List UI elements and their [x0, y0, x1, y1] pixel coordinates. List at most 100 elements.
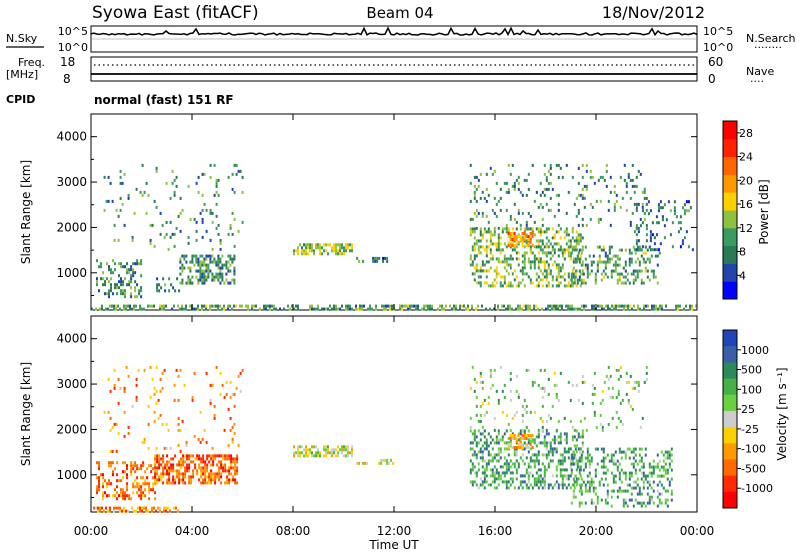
velocity-cell — [637, 389, 640, 393]
velocity-cell — [471, 480, 474, 484]
power-cell — [347, 246, 349, 250]
velocity-cell — [135, 383, 138, 387]
power-cell — [679, 221, 682, 225]
power-cell — [586, 272, 589, 276]
velocity-cell — [590, 498, 593, 502]
power-cell — [519, 190, 522, 194]
power-cell — [327, 243, 329, 247]
velocity-cell — [557, 486, 560, 490]
velocity-cell — [575, 480, 578, 484]
power-colorbar-segment — [723, 263, 737, 282]
power-cell — [171, 169, 174, 173]
power-cell — [509, 172, 512, 176]
velocity-cell — [561, 483, 564, 487]
velocity-cell — [553, 441, 556, 445]
power-cell — [319, 249, 321, 253]
power-cell — [359, 304, 361, 308]
velocity-cell — [645, 377, 648, 381]
velocity-cell — [580, 501, 583, 505]
velocity-cell — [505, 471, 508, 475]
velocity-cell — [612, 474, 615, 478]
power-cell — [181, 278, 184, 282]
power-cell — [269, 304, 271, 308]
power-cell — [108, 292, 110, 296]
power-cell — [473, 211, 476, 215]
velocity-cell — [177, 398, 180, 402]
power-cell — [612, 254, 615, 258]
velocity-cell — [666, 504, 669, 508]
power-cell — [635, 175, 638, 179]
velocity-cell — [636, 501, 639, 505]
power-cell — [620, 281, 623, 285]
velocity-cell — [569, 398, 572, 402]
power-cell — [401, 307, 403, 311]
power-cell — [321, 307, 323, 311]
power-cell — [227, 175, 230, 179]
power-cell — [561, 263, 564, 267]
power-cell — [321, 252, 323, 256]
velocity-cell — [539, 468, 542, 472]
velocity-cell — [509, 389, 512, 393]
power-cell — [537, 307, 539, 311]
power-cell — [517, 211, 520, 215]
velocity-cell — [218, 469, 221, 473]
velocity-cell — [162, 466, 165, 470]
velocity-cell — [511, 446, 514, 449]
power-cell — [561, 266, 564, 270]
power-cell — [527, 307, 529, 311]
power-cell — [610, 245, 613, 249]
power-cell — [217, 223, 220, 227]
velocity-cell — [347, 445, 349, 449]
power-cell — [533, 245, 536, 249]
velocity-cell — [586, 474, 589, 478]
power-cell — [221, 275, 224, 279]
velocity-cell — [499, 438, 502, 442]
power-cell — [205, 254, 208, 258]
power-cell — [574, 257, 577, 261]
power-cell — [513, 278, 516, 282]
velocity-cell — [98, 464, 100, 468]
velocity-cell — [517, 392, 520, 396]
velocity-cell — [122, 461, 124, 465]
power-cell — [185, 304, 187, 308]
power-cell — [237, 169, 240, 173]
cpid-value: normal (fast) 151 RF — [94, 93, 234, 107]
velocity-cell — [668, 483, 671, 487]
power-cell — [453, 304, 455, 308]
velocity-cell — [594, 468, 597, 472]
velocity-cell — [525, 434, 528, 437]
velocity-cell — [191, 395, 194, 399]
velocity-cell — [178, 460, 181, 464]
velocity-cell — [645, 365, 648, 369]
velocity-cell — [646, 486, 649, 490]
velocity-cell — [611, 416, 614, 420]
power-cell — [567, 254, 570, 258]
power-cell — [141, 193, 144, 197]
velocity-cell — [531, 434, 534, 437]
velocity-cell — [159, 377, 162, 381]
power-cell — [601, 304, 603, 308]
velocity-cell — [507, 437, 510, 440]
velocity-cell — [586, 453, 589, 457]
velocity-cell — [188, 469, 191, 473]
power-cell — [641, 205, 644, 209]
power-cell — [517, 281, 520, 285]
power-cell — [597, 178, 600, 182]
power-cell — [391, 304, 393, 308]
power-cell — [614, 260, 617, 264]
velocity-cell — [319, 454, 321, 458]
power-cell — [557, 175, 560, 179]
power-cell — [636, 275, 639, 279]
power-cell — [521, 241, 524, 244]
power-cell — [594, 272, 597, 276]
power-cell — [644, 245, 647, 249]
velocity-cell — [509, 459, 512, 463]
power-cell — [525, 233, 528, 237]
velocity-cell — [479, 447, 482, 451]
velocity-cell — [184, 475, 187, 479]
velocity-cell — [630, 462, 633, 466]
velocity-cell — [144, 479, 147, 483]
power-cell — [691, 248, 694, 252]
power-cell — [606, 257, 609, 261]
power-cell — [313, 307, 315, 311]
